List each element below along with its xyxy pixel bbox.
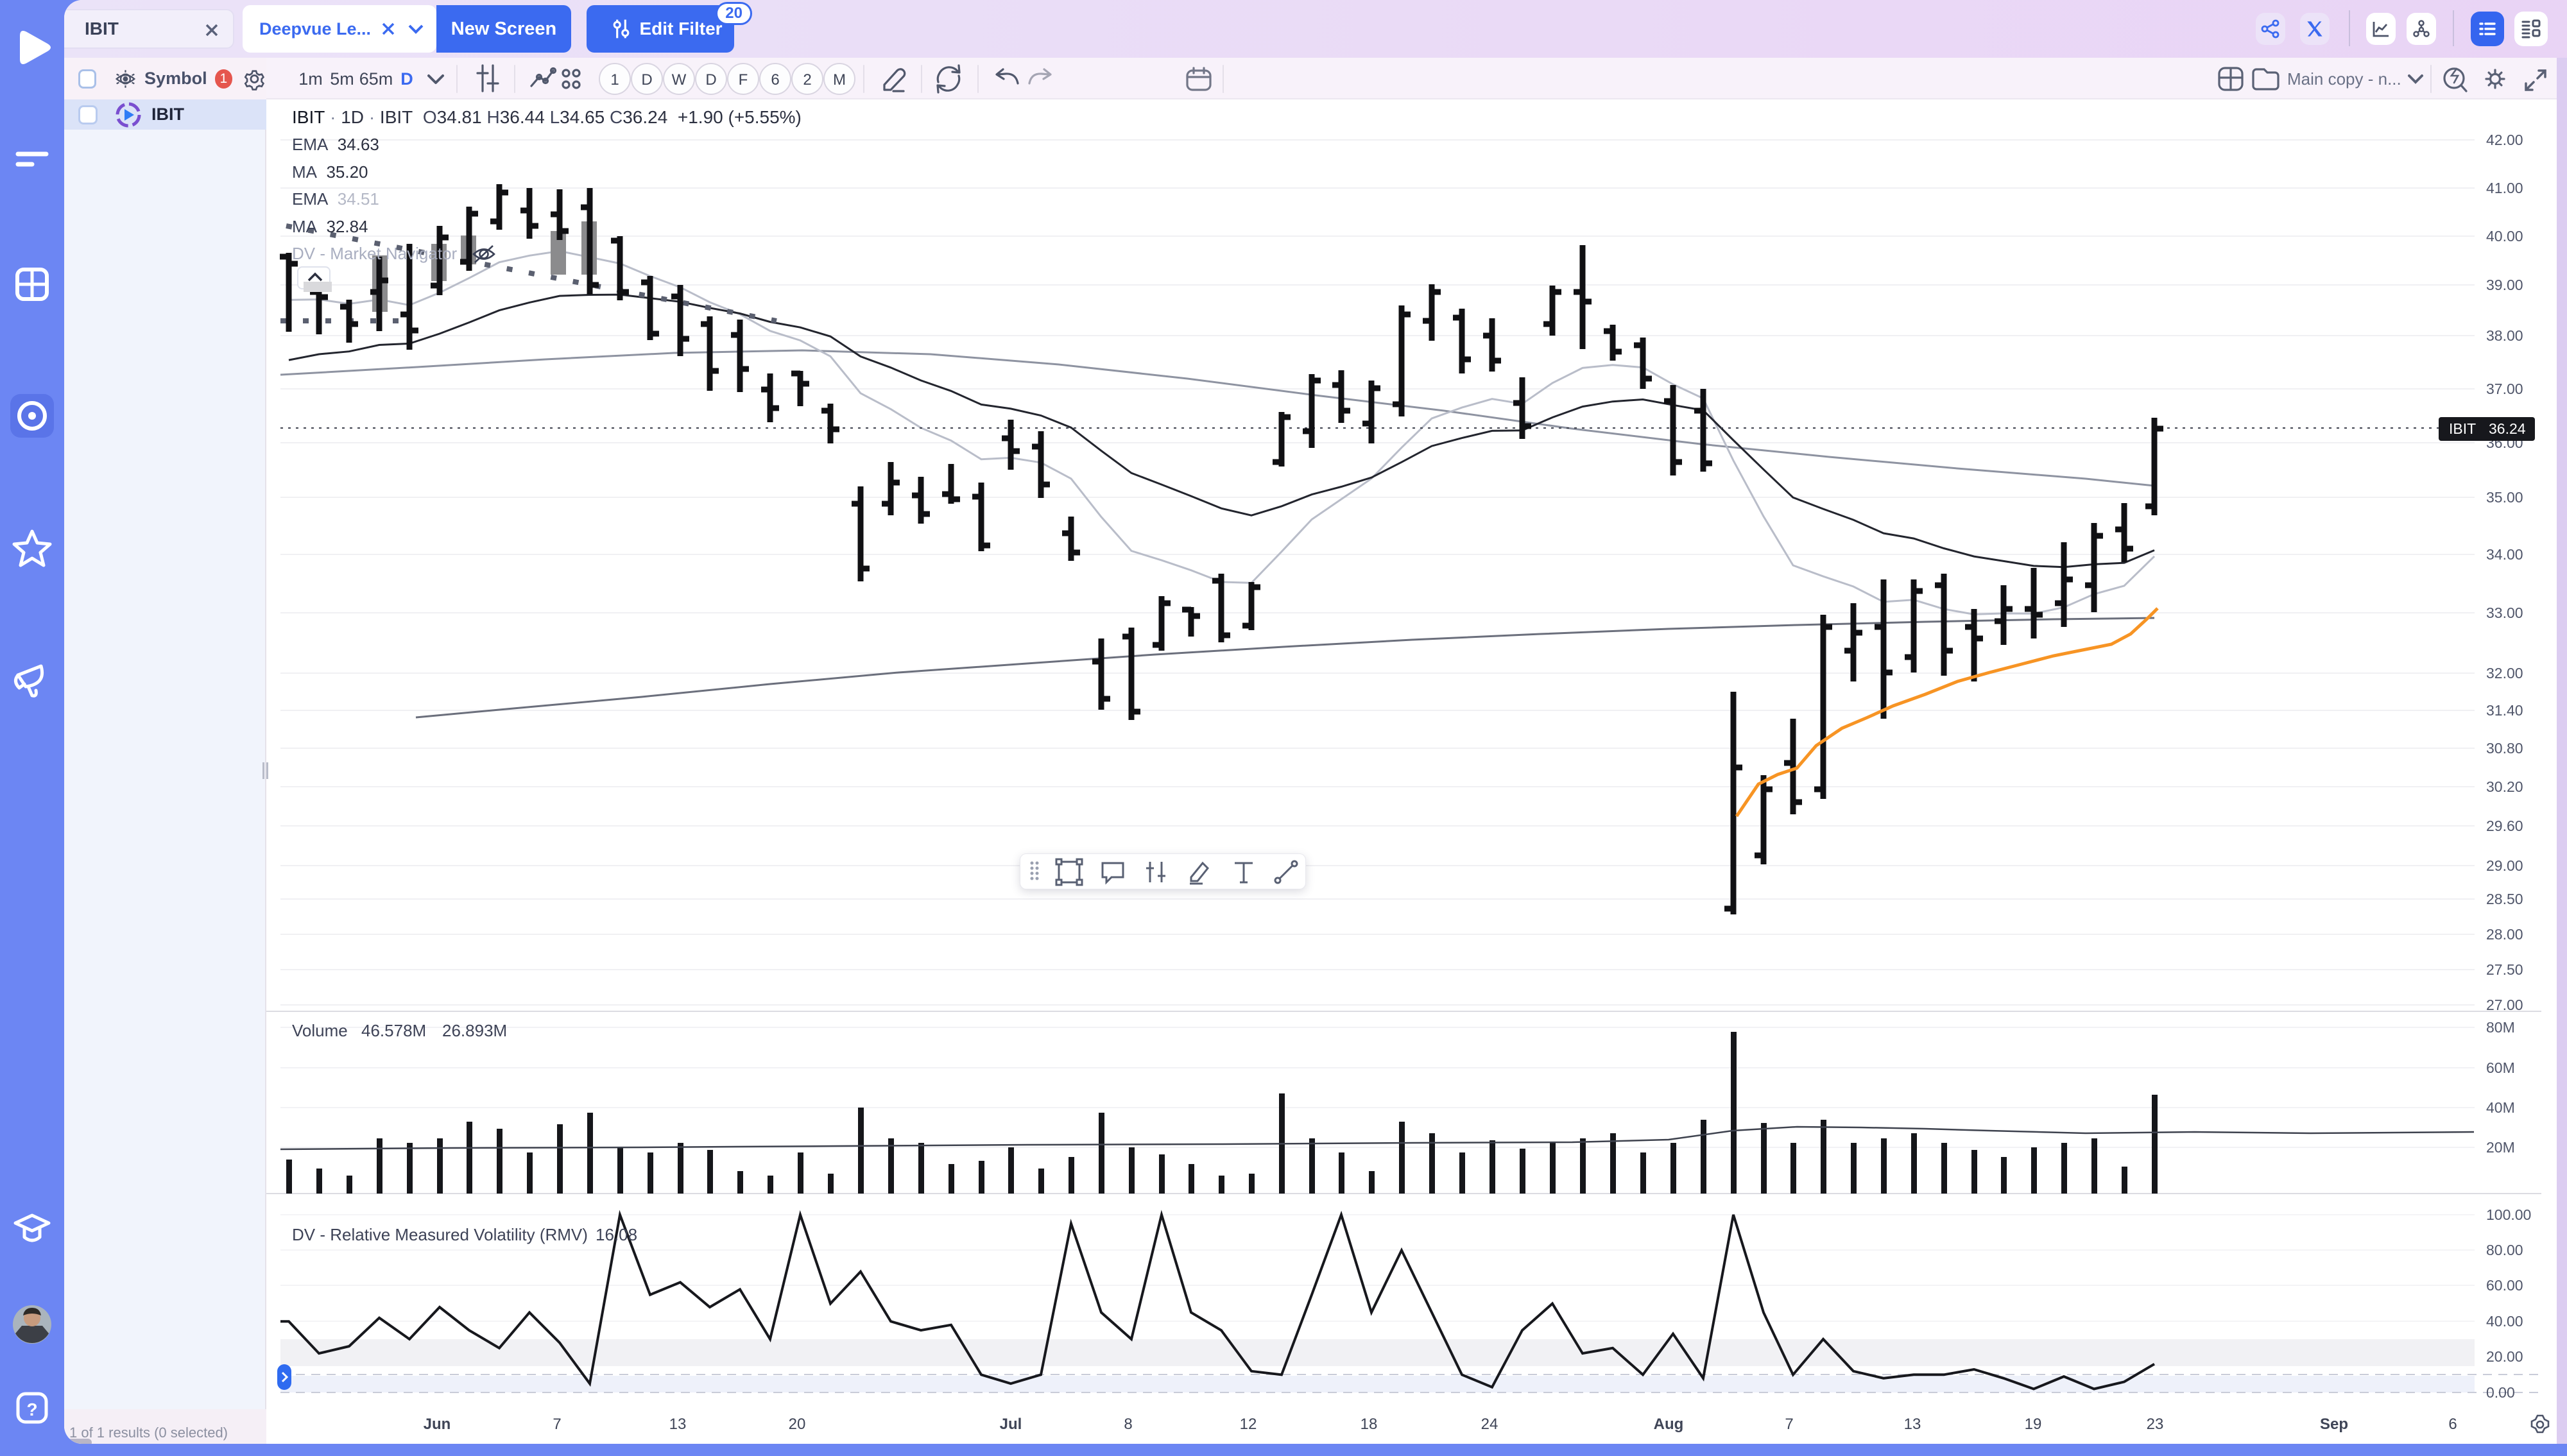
svg-text:0.00: 0.00 (2486, 1384, 2515, 1401)
svg-text:41.00: 41.00 (2486, 180, 2523, 196)
svg-text:Volume: Volume (292, 1021, 348, 1040)
svg-text:36.24: 36.24 (2489, 420, 2526, 437)
svg-text:12: 12 (1240, 1416, 1257, 1433)
svg-text:D: D (400, 69, 413, 89)
svg-text:16.08: 16.08 (596, 1225, 637, 1244)
svg-text:26.893M: 26.893M (442, 1021, 507, 1040)
svg-text:23: 23 (2147, 1416, 2164, 1433)
svg-text:37.00: 37.00 (2486, 381, 2523, 397)
svg-text:100.00: 100.00 (2486, 1206, 2531, 1223)
svg-text:60M: 60M (2486, 1059, 2515, 1076)
svg-text:Aug: Aug (1654, 1416, 1684, 1433)
svg-text:M: M (833, 71, 846, 89)
svg-text:5m: 5m (330, 69, 354, 89)
svg-text:33.00: 33.00 (2486, 604, 2523, 621)
svg-text:32.00: 32.00 (2486, 665, 2523, 681)
svg-text:42.00: 42.00 (2486, 132, 2523, 148)
svg-text:1: 1 (610, 71, 619, 89)
svg-text:27.00: 27.00 (2486, 997, 2523, 1013)
svg-text:27.50: 27.50 (2486, 961, 2523, 978)
svg-text:40.00: 40.00 (2486, 1313, 2523, 1330)
svg-text:7: 7 (553, 1416, 561, 1433)
svg-text:6: 6 (2448, 1416, 2457, 1433)
svg-text:29.60: 29.60 (2486, 818, 2523, 834)
svg-text:Jun: Jun (424, 1416, 451, 1433)
svg-text:80M: 80M (2486, 1019, 2515, 1036)
svg-text:F: F (739, 71, 748, 89)
svg-text:13: 13 (669, 1416, 687, 1433)
svg-text:Sep: Sep (2320, 1416, 2348, 1433)
svg-text:38.00: 38.00 (2486, 327, 2523, 344)
svg-text:28.50: 28.50 (2486, 891, 2523, 907)
svg-text:13: 13 (1904, 1416, 1921, 1433)
svg-text:20.00: 20.00 (2486, 1348, 2523, 1365)
svg-text:DV - Relative Measured Volatil: DV - Relative Measured Volatility (RMV) (292, 1225, 588, 1244)
svg-text:D: D (641, 71, 652, 89)
svg-text:D: D (705, 71, 716, 89)
svg-text:39.00: 39.00 (2486, 277, 2523, 293)
svg-text:60.00: 60.00 (2486, 1277, 2523, 1294)
svg-text:30.80: 30.80 (2486, 740, 2523, 757)
svg-text:40M: 40M (2486, 1099, 2515, 1116)
svg-text:8: 8 (1124, 1416, 1132, 1433)
svg-text:?: ? (26, 1400, 37, 1419)
svg-text:29.00: 29.00 (2486, 857, 2523, 874)
svg-text:Main copy - n...: Main copy - n... (2287, 69, 2401, 89)
svg-text:20: 20 (789, 1416, 806, 1433)
svg-text:34.00: 34.00 (2486, 546, 2523, 563)
svg-text:W: W (672, 71, 687, 89)
svg-text:6: 6 (771, 71, 779, 89)
svg-text:80.00: 80.00 (2486, 1242, 2523, 1258)
svg-text:7: 7 (1785, 1416, 1793, 1433)
svg-text:IBIT: IBIT (2449, 420, 2476, 437)
svg-text:18: 18 (1361, 1416, 1378, 1433)
svg-text:28.00: 28.00 (2486, 926, 2523, 943)
svg-text:24: 24 (1481, 1416, 1498, 1433)
svg-text:65m: 65m (359, 69, 393, 89)
svg-text:2: 2 (803, 71, 811, 89)
svg-text:30.20: 30.20 (2486, 778, 2523, 795)
svg-text:31.40: 31.40 (2486, 702, 2523, 719)
svg-text:35.00: 35.00 (2486, 489, 2523, 506)
svg-text:20M: 20M (2486, 1139, 2515, 1156)
svg-text:Jul: Jul (1000, 1416, 1022, 1433)
svg-text:46.578M: 46.578M (361, 1021, 426, 1040)
svg-text:1m: 1m (298, 69, 323, 89)
svg-text:19: 19 (2025, 1416, 2042, 1433)
svg-text:40.00: 40.00 (2486, 228, 2523, 244)
